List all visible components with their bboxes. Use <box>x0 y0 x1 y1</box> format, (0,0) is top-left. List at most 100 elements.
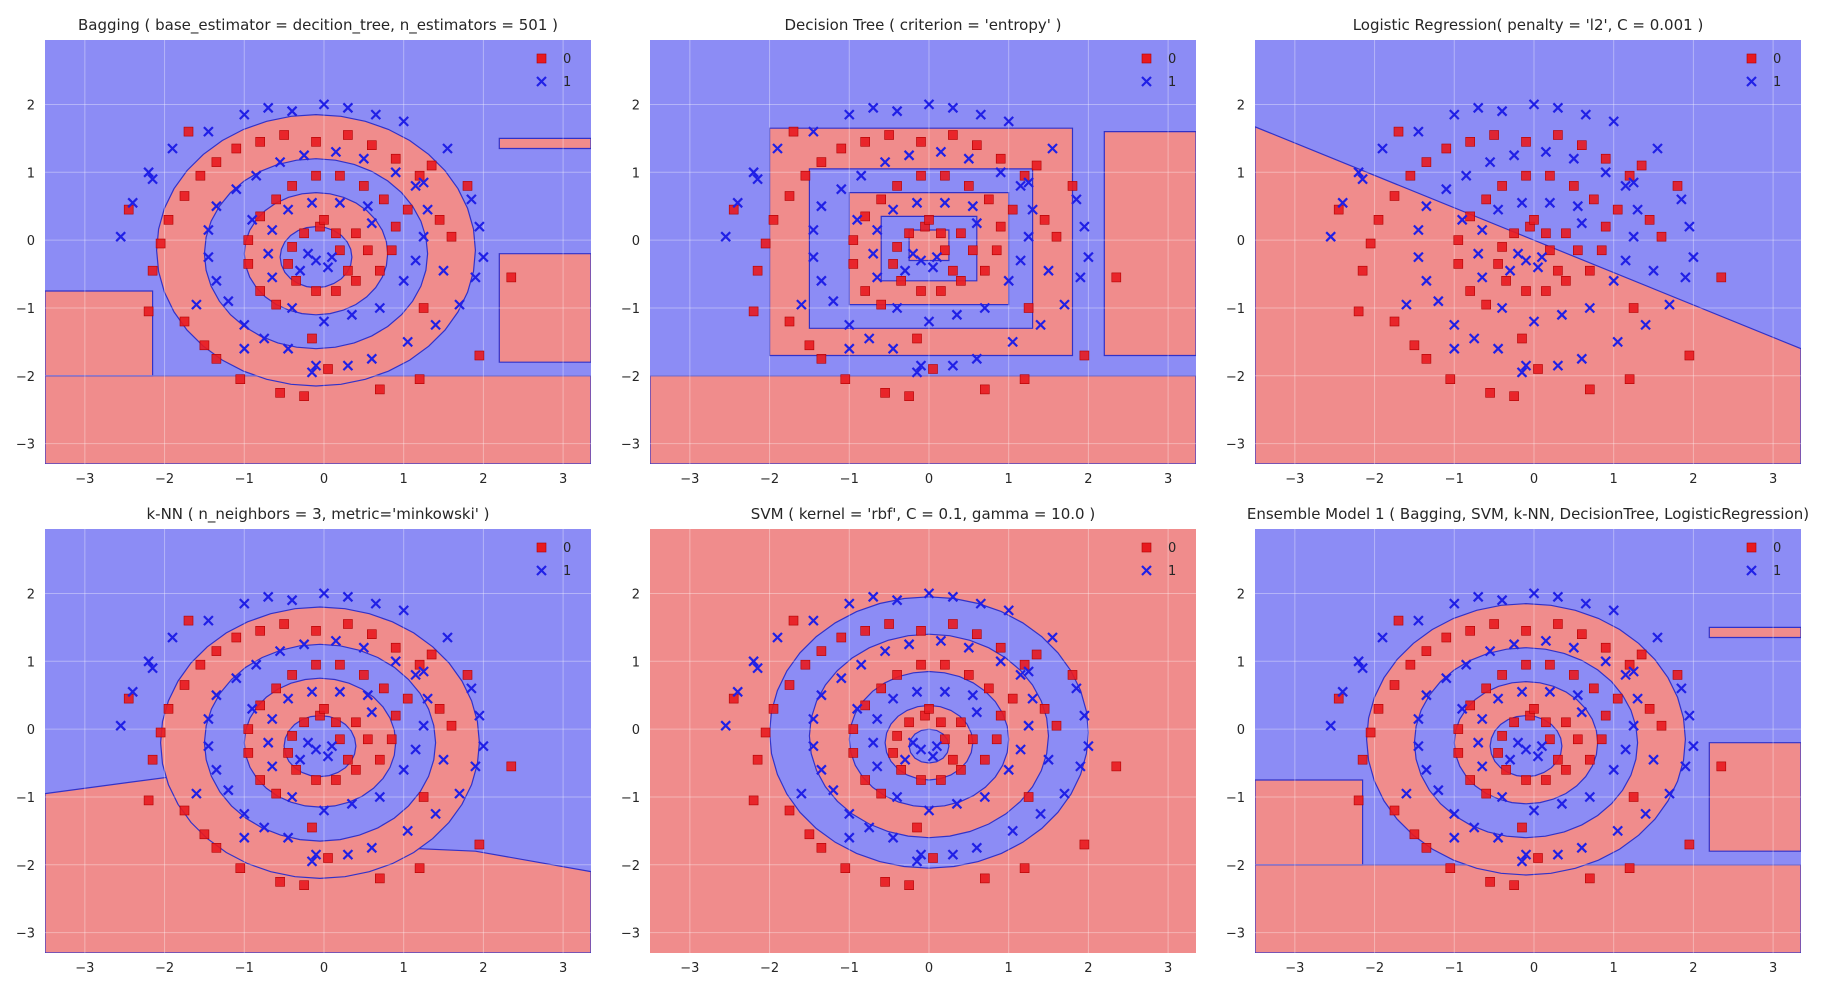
class1-point <box>963 642 975 653</box>
class1-point <box>947 360 959 371</box>
class0-point <box>956 764 966 775</box>
class0-point <box>378 683 389 694</box>
class1-point <box>1528 99 1540 110</box>
class0-point <box>1365 727 1376 738</box>
class1-point <box>1600 656 1611 667</box>
class0-point <box>351 228 361 239</box>
class1-point <box>239 598 250 609</box>
class1-point <box>266 713 278 725</box>
class1-point <box>816 689 827 701</box>
class1-point <box>1003 116 1014 127</box>
class1-point <box>191 299 202 310</box>
class0-point <box>1521 170 1531 181</box>
class1-point <box>410 255 421 266</box>
class1-point <box>334 197 346 209</box>
class0-point <box>418 303 429 313</box>
class0-point <box>892 731 902 741</box>
y-tick-label: −3 <box>16 438 35 453</box>
class1-point <box>1449 109 1460 120</box>
class0-point <box>979 754 990 765</box>
class1-point <box>1688 251 1699 263</box>
class0-point <box>816 353 827 364</box>
class1-point <box>398 116 409 127</box>
class1-point <box>330 635 342 647</box>
class0-point <box>1409 829 1420 840</box>
class1-point <box>967 200 979 212</box>
legend-marker-class1 <box>1746 76 1757 87</box>
class0-point <box>1493 259 1503 269</box>
class1-point <box>1520 360 1532 371</box>
class0-point <box>1405 659 1416 670</box>
x-tick-label: 1 <box>400 472 408 487</box>
class1-point <box>203 740 214 752</box>
class1-point <box>1460 659 1472 670</box>
class0-point <box>979 384 990 395</box>
class1-point <box>1449 832 1460 843</box>
class0-point <box>784 191 795 201</box>
class0-point <box>1389 805 1400 816</box>
class0-point <box>1051 720 1062 731</box>
class0-point <box>1421 157 1432 167</box>
class0-point <box>1421 842 1432 853</box>
class0-point <box>1656 720 1667 731</box>
class0-point <box>1521 625 1531 636</box>
class1-point <box>342 849 354 860</box>
class0-point <box>1031 160 1042 171</box>
class0-point <box>816 842 827 853</box>
class1-point <box>1676 194 1687 205</box>
class1-point <box>844 319 855 331</box>
class0-point <box>1031 649 1042 660</box>
class0-point <box>362 245 373 256</box>
class1-point <box>1075 272 1086 283</box>
class0-point <box>1600 642 1611 653</box>
class1-point <box>1516 367 1528 378</box>
class1-point <box>250 659 262 670</box>
class0-point <box>462 181 473 191</box>
chart-panel-1: Bagging ( base_estimator = decition_tree… <box>16 16 591 487</box>
class0-point <box>1521 775 1531 785</box>
class0-point <box>311 286 321 296</box>
class0-point <box>1636 649 1647 660</box>
class1-point <box>907 248 919 259</box>
class1-point <box>855 170 867 181</box>
legend-label-class0: 0 <box>563 52 571 67</box>
class0-point <box>1481 299 1491 310</box>
class0-point <box>1545 659 1555 670</box>
class1-point <box>1664 299 1675 310</box>
class1-point <box>979 302 991 314</box>
class0-point <box>1007 204 1018 215</box>
class0-point <box>956 275 966 286</box>
class0-point <box>916 170 926 181</box>
class1-point <box>979 791 991 803</box>
class0-point <box>351 275 361 286</box>
class1-point <box>863 333 875 344</box>
class1-point <box>995 656 1006 667</box>
class0-point <box>1485 876 1495 887</box>
class0-point <box>311 137 321 147</box>
class1-point <box>246 703 258 715</box>
class0-point <box>1465 625 1475 636</box>
class0-point <box>876 194 887 205</box>
class1-point <box>1421 689 1432 701</box>
class0-point <box>1624 374 1635 385</box>
x-tick-label: 0 <box>925 472 933 487</box>
class1-point <box>1584 791 1596 803</box>
class1-point <box>1079 221 1090 232</box>
class0-point <box>402 204 413 215</box>
class0-point <box>123 204 134 215</box>
class0-point <box>279 130 289 140</box>
class0-point <box>940 245 950 256</box>
class0-point <box>1389 191 1400 201</box>
class0-point <box>1644 703 1655 714</box>
class0-point <box>924 215 934 225</box>
class0-point <box>143 795 154 806</box>
y-tick-label: 1 <box>632 655 640 670</box>
class0-point <box>971 629 982 640</box>
class1-point <box>115 231 126 242</box>
legend-marker-class0 <box>536 53 547 64</box>
class1-point <box>772 632 783 643</box>
class0-point <box>343 754 353 765</box>
panel-title: Ensemble Model 1 ( Bagging, SVM, k-NN, D… <box>1247 505 1809 523</box>
class0-point <box>155 727 166 738</box>
panel-title: Decision Tree ( criterion = 'entropy' ) <box>785 16 1062 34</box>
